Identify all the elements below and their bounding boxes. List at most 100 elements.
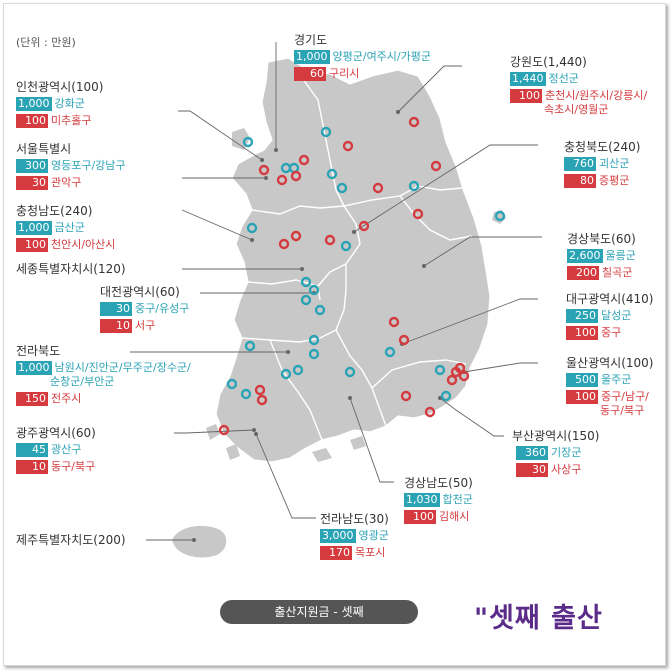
teal-value: 3,000 xyxy=(320,529,356,543)
teal-text: 달성군 xyxy=(601,309,632,322)
region-name: 강원도(1,440) xyxy=(510,55,587,69)
label-ulsan: 울산광역시(100) 500 울주군 100 중구/남구/ 동구/북구 xyxy=(566,356,653,418)
region-name: 광주광역시(60) xyxy=(16,426,96,440)
label-incheon: 인천광역시(100) 1,000 강화군 100 미추홀구 xyxy=(16,80,103,128)
teal-text: 광산구 xyxy=(51,443,82,456)
red-text: 중구 xyxy=(601,326,622,339)
red-markers xyxy=(218,116,470,436)
label-gyeongbuk: 경상북도(60) 2,600 울릉군 200 칠곡군 xyxy=(567,232,636,280)
red-value: 80 xyxy=(564,174,596,188)
teal-value: 2,600 xyxy=(567,249,603,263)
red-value: 170 xyxy=(320,546,352,560)
label-seoul: 서울특별시 300 영등포구/강남구 30 관악구 xyxy=(16,142,126,190)
label-jeonbuk: 전라북도 1,000 남원시/진안군/무주군/장수군/ 순창군/부안군 150 전주… xyxy=(16,344,191,406)
red-text: 중구/남구/ xyxy=(601,390,649,403)
teal-value: 360 xyxy=(516,446,548,460)
island-s-1 xyxy=(312,448,332,462)
teal-text: 정선군 xyxy=(548,72,579,85)
region-name: 전라북도 xyxy=(16,344,61,358)
unit-label: (단위 : 만원) xyxy=(16,36,76,49)
teal-text: 양평군/여주시/가평군 xyxy=(332,50,432,63)
region-name: 경상북도(60) xyxy=(567,232,636,246)
teal-text: 남원시/진안군/무주군/장수군/ xyxy=(54,361,191,374)
red-text: 칠곡군 xyxy=(602,266,633,279)
teal-value: 760 xyxy=(564,157,596,171)
teal-value: 1,000 xyxy=(16,221,52,235)
teal-text: 합천군 xyxy=(442,493,473,506)
region-name: 서울특별시 xyxy=(16,142,72,156)
teal-value: 1,440 xyxy=(510,72,546,86)
label-sejong: 세종특별자치시(120) xyxy=(16,262,126,279)
island-s-2 xyxy=(350,436,366,450)
red-text: 관악구 xyxy=(51,176,82,189)
region-name: 울산광역시(100) xyxy=(566,356,654,370)
label-jeju: 제주특별자치도(200) xyxy=(16,533,126,550)
red-value: 60 xyxy=(294,67,326,81)
red-value: 100 xyxy=(404,510,436,524)
region-name: 충청북도(240) xyxy=(564,140,641,154)
teal-value: 1,030 xyxy=(404,493,440,507)
teal-value: 500 xyxy=(566,373,598,387)
label-daegu: 대구광역시(410) 250 달성군 100 중구 xyxy=(566,292,653,340)
red-value: 100 xyxy=(16,114,48,128)
island-jeju xyxy=(172,525,227,558)
red-value: 10 xyxy=(100,319,132,333)
teal-markers xyxy=(226,126,506,402)
red-text: 증평군 xyxy=(599,174,630,187)
label-chungbuk: 충청북도(240) 760 괴산군 80 증평군 xyxy=(564,140,640,188)
red-text: 사상구 xyxy=(551,463,582,476)
red-value: 10 xyxy=(16,460,48,474)
red-value: 100 xyxy=(566,390,598,404)
teal-text: 울릉군 xyxy=(605,249,636,262)
label-busan: 부산광역시(150) 360 기장군 30 사상구 xyxy=(512,429,599,477)
teal-text-2: 순창군/부안군 xyxy=(50,375,115,388)
leader-lines xyxy=(130,42,542,541)
caption-pill: 출산지원금 - 셋째 xyxy=(220,600,418,624)
red-value: 30 xyxy=(16,176,48,190)
label-chungnam: 충청남도(240) 1,000 금산군 100 천안시/아산시 xyxy=(16,204,115,252)
teal-text: 영광군 xyxy=(358,529,389,542)
label-gwangju: 광주광역시(60) 45 광산구 10 동구/북구 xyxy=(16,426,96,474)
teal-value: 1,000 xyxy=(16,361,52,375)
label-gangwon: 강원도(1,440) 1,440 정선군 100 춘천시/원주시/강릉시/ 속초시/… xyxy=(510,55,647,117)
red-value: 30 xyxy=(516,463,548,477)
mainland-shape xyxy=(215,57,491,463)
region-name: 충청남도(240) xyxy=(16,204,93,218)
region-name: 세종특별자치시(120) xyxy=(16,262,126,276)
red-value: 100 xyxy=(510,89,542,103)
red-value: 100 xyxy=(566,326,598,340)
label-jeonnam: 전라남도(30) 3,000 영광군 170 목포시 xyxy=(320,512,389,560)
teal-value: 30 xyxy=(100,302,132,316)
teal-value: 1,000 xyxy=(294,50,330,64)
region-name: 경상남도(50) xyxy=(404,476,473,490)
red-value: 200 xyxy=(567,266,599,280)
watermark-text: "셋째 출산 xyxy=(474,603,603,634)
region-name: 제주특별자치도(200) xyxy=(16,533,126,547)
label-daejeon: 대전광역시(60) 30 중구/유성구 10 서구 xyxy=(100,285,189,333)
red-text: 천안시/아산시 xyxy=(51,238,116,251)
teal-text: 괴산군 xyxy=(599,157,630,170)
teal-text: 금산군 xyxy=(54,221,85,234)
red-text: 미추홀구 xyxy=(51,114,92,127)
teal-text: 강화군 xyxy=(54,97,85,110)
red-text: 김해시 xyxy=(439,510,470,523)
label-gyeongnam: 경상남도(50) 1,030 합천군 100 김해시 xyxy=(404,476,473,524)
red-value: 150 xyxy=(16,392,48,406)
island-sw-2 xyxy=(226,444,240,460)
teal-value: 1,000 xyxy=(16,97,52,111)
teal-value: 300 xyxy=(16,159,48,173)
red-text: 전주시 xyxy=(51,392,82,405)
teal-text: 영등포구/강남구 xyxy=(51,159,126,172)
red-text: 구리시 xyxy=(329,67,360,80)
red-text: 동구/북구 xyxy=(51,460,96,473)
teal-text: 중구/유성구 xyxy=(135,302,190,315)
region-name: 전라남도(30) xyxy=(320,512,389,526)
teal-value: 45 xyxy=(16,443,48,457)
region-name: 대전광역시(60) xyxy=(100,285,180,299)
teal-text: 울주군 xyxy=(601,373,632,386)
red-text-2: 속초시/영월군 xyxy=(544,103,609,116)
teal-text: 기장군 xyxy=(551,446,582,459)
region-name: 인천광역시(100) xyxy=(16,80,104,94)
red-text: 춘천시/원주시/강릉시/ xyxy=(545,89,648,102)
